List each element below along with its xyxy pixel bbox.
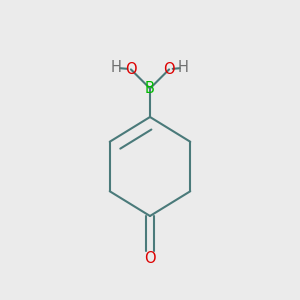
- Text: B: B: [145, 81, 155, 96]
- Text: O: O: [163, 62, 175, 77]
- Text: O: O: [125, 62, 137, 77]
- Text: O: O: [144, 251, 156, 266]
- Text: H: H: [111, 60, 122, 75]
- Text: H: H: [178, 60, 189, 75]
